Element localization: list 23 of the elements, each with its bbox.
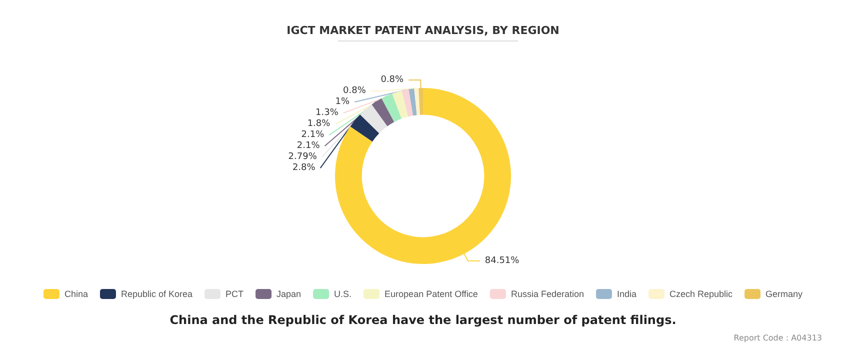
legend-label: Republic of Korea [120, 289, 193, 299]
data-label: 1.8% [307, 119, 331, 130]
data-label: 2.79% [288, 152, 318, 162]
legend-label: U.S. [334, 289, 352, 299]
legend-label: Czech Republic [669, 289, 734, 299]
legend-label: PCT [226, 289, 244, 299]
data-label: 0.8% [380, 75, 404, 86]
data-label: 2.1% [296, 141, 320, 152]
data-label: 1.3% [316, 108, 339, 118]
data-label: 84.51% [484, 256, 520, 266]
data-label: 2.8% [292, 163, 316, 174]
data-label: 2.1% [301, 130, 325, 140]
legend-label: China [64, 289, 88, 299]
legend-label: India [616, 289, 637, 299]
data-label: 1% [335, 97, 350, 108]
text: Report Code : A04313 [734, 334, 822, 342]
data-label: 0.8% [343, 86, 366, 96]
legend-label: Japan [276, 289, 302, 299]
legend-label: Germany [766, 289, 804, 299]
text: China and the Republic of Korea have the largest number of patent filings. [170, 313, 676, 327]
legend-label: European Patent Office [384, 289, 478, 299]
legend-label: Russia Federation [510, 289, 584, 299]
chart-title: IGCT MARKET PATENT ANALYSIS, BY REGION [286, 24, 560, 37]
